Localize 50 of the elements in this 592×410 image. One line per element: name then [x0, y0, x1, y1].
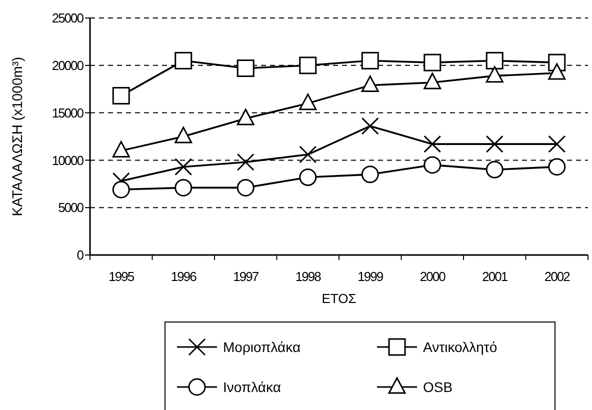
x-tick-label: 1999	[358, 269, 384, 284]
x-axis-title: ΕΤΟΣ	[322, 291, 356, 306]
legend-label: OSB	[423, 378, 453, 395]
y-tick-label: 15000	[52, 105, 84, 120]
x-tick-label: 2000	[420, 269, 446, 284]
point	[299, 146, 317, 164]
point	[112, 86, 130, 104]
point	[174, 126, 192, 144]
point	[424, 72, 442, 90]
legend-label: Μοριοπλάκα	[223, 338, 301, 355]
point	[424, 156, 442, 174]
point	[486, 66, 504, 83]
point	[424, 135, 442, 153]
point	[361, 166, 379, 184]
point	[236, 178, 254, 196]
point	[548, 63, 566, 80]
x-tick-label: 2001	[482, 269, 508, 284]
point	[112, 140, 130, 158]
point	[548, 135, 566, 153]
point	[299, 94, 317, 110]
point	[299, 56, 317, 74]
point	[361, 117, 379, 135]
x-tick-label: 1995	[108, 269, 134, 284]
point	[236, 59, 254, 77]
point	[236, 153, 254, 171]
point	[486, 52, 504, 70]
point	[112, 180, 130, 198]
point	[361, 52, 379, 70]
point	[486, 160, 504, 178]
x-tick-label: 2002	[544, 269, 570, 284]
point	[174, 158, 192, 176]
point	[174, 52, 192, 70]
x-tick-label: 1996	[170, 269, 197, 284]
point	[174, 178, 192, 196]
y-axis-title: ΚΑΤΑΛΑΛΩΣΗ (x1000m³)	[9, 56, 25, 216]
point	[236, 108, 254, 126]
x-tick-label: 1998	[295, 269, 322, 284]
point	[486, 135, 504, 153]
y-tick-label: 10000	[52, 152, 84, 168]
point	[361, 76, 379, 92]
x-tick-label: 1997	[233, 269, 259, 284]
y-tick-label: 0	[76, 248, 84, 263]
y-tick-label: 25000	[52, 10, 84, 26]
y-tick-label: 20000	[52, 58, 84, 73]
legend-label: Αντικολλητό	[423, 338, 498, 355]
legend-label: Ινοπλάκα	[223, 378, 281, 395]
point	[424, 54, 442, 72]
point	[299, 168, 317, 186]
y-tick-label: 5000	[58, 200, 84, 216]
point	[548, 158, 566, 176]
